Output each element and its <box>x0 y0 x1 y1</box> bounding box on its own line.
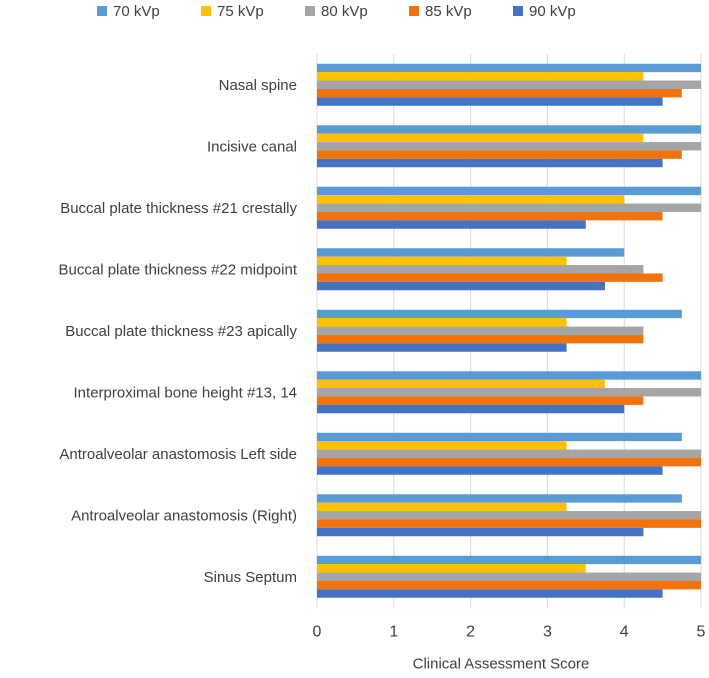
bar-buccal-plate-thickness-23-apically-90-kvp <box>317 343 567 352</box>
bar-interproximal-bone-height-13-14-85-kvp <box>317 396 644 405</box>
legend-item-85-kvp: 85 kVp <box>409 3 472 20</box>
bar-sinus-septum-85-kvp <box>317 580 701 590</box>
bar-antroalveolar-anastomosis-left-side-70-kvp <box>317 432 682 442</box>
x-tick-label-3: 3 <box>543 624 552 641</box>
x-tick-label-1: 1 <box>389 624 398 641</box>
legend: 70 kVp 75 kVp 80 kVp 85 kVp 90 kVp <box>97 3 576 20</box>
bar-interproximal-bone-height-13-14-80-kvp <box>317 388 701 397</box>
category-label-sinus-septum: Sinus Septum <box>204 569 297 586</box>
x-tick-labels: 0 1 2 3 4 5 <box>313 624 706 641</box>
bar-buccal-plate-thickness-21-crestally-85-kvp <box>317 211 663 221</box>
bar-nasal-spine-90-kvp <box>317 97 663 106</box>
category-label-interproximal-bone-height-13-14: Interproximal bone height #13, 14 <box>74 384 297 401</box>
legend-label-80-kvp: 80 kVp <box>321 3 368 20</box>
bar-antroalveolar-anastomosis-left-side-90-kvp <box>317 466 663 475</box>
bar-buccal-plate-thickness-23-apically-85-kvp <box>317 334 644 344</box>
bars <box>317 63 701 598</box>
bar-buccal-plate-thickness-22-midpoint-90-kvp <box>317 281 605 291</box>
x-tick-label-2: 2 <box>466 624 475 641</box>
category-label-antroalveolar-anastomosis-right: Antroalveolar anastomosis (Right) <box>71 507 297 524</box>
bar-buccal-plate-thickness-22-midpoint-80-kvp <box>317 265 644 274</box>
legend-swatch-70-kvp <box>97 6 107 16</box>
category-label-antroalveolar-anastomosis-left-side: Antroalveolar anastomosis Left side <box>59 446 297 463</box>
category-label-buccal-plate-thickness-21-crestally: Buccal plate thickness #21 crestally <box>60 200 297 217</box>
bar-nasal-spine-80-kvp <box>317 80 701 89</box>
legend-item-80-kvp: 80 kVp <box>305 3 368 20</box>
bar-incisive-canal-80-kvp <box>317 142 701 151</box>
bar-interproximal-bone-height-13-14-75-kvp <box>317 379 605 389</box>
bar-buccal-plate-thickness-21-crestally-70-kvp <box>317 186 701 196</box>
category-label-buccal-plate-thickness-23-apically: Buccal plate thickness #23 apically <box>65 323 297 340</box>
legend-swatch-90-kvp <box>513 6 523 16</box>
legend-item-75-kvp: 75 kVp <box>201 3 264 20</box>
legend-label-90-kvp: 90 kVp <box>529 3 576 20</box>
bar-buccal-plate-thickness-21-crestally-75-kvp <box>317 195 625 204</box>
bar-nasal-spine-85-kvp <box>317 88 682 98</box>
bar-incisive-canal-85-kvp <box>317 150 682 159</box>
bar-buccal-plate-thickness-22-midpoint-75-kvp <box>317 256 567 266</box>
x-axis-title: Clinical Assessment Score <box>413 656 590 673</box>
bar-incisive-canal-70-kvp <box>317 125 701 134</box>
legend-label-75-kvp: 75 kVp <box>217 3 264 20</box>
bar-buccal-plate-thickness-22-midpoint-85-kvp <box>317 273 663 282</box>
bar-interproximal-bone-height-13-14-90-kvp <box>317 404 625 414</box>
category-label-incisive-canal: Incisive canal <box>207 138 297 155</box>
bar-nasal-spine-70-kvp <box>317 63 701 73</box>
x-tick-label-5: 5 <box>697 624 706 641</box>
legend-swatch-85-kvp <box>409 6 419 16</box>
bar-incisive-canal-75-kvp <box>317 133 644 143</box>
bar-antroalveolar-anastomosis-right-70-kvp <box>317 494 682 503</box>
bar-antroalveolar-anastomosis-right-90-kvp <box>317 527 644 537</box>
category-label-buccal-plate-thickness-22-midpoint: Buccal plate thickness #22 midpoint <box>59 261 298 278</box>
bar-antroalveolar-anastomosis-right-75-kvp <box>317 502 567 512</box>
bar-buccal-plate-thickness-21-crestally-90-kvp <box>317 220 586 229</box>
bar-buccal-plate-thickness-23-apically-80-kvp <box>317 326 644 335</box>
category-labels: Nasal spine Incisive canal Buccal plate th… <box>59 77 298 586</box>
bar-buccal-plate-thickness-23-apically-70-kvp <box>317 309 682 319</box>
bar-antroalveolar-anastomosis-right-80-kvp <box>317 511 701 520</box>
bar-buccal-plate-thickness-22-midpoint-70-kvp <box>317 248 625 257</box>
legend-swatch-80-kvp <box>305 6 315 16</box>
bar-sinus-septum-80-kvp <box>317 572 701 581</box>
bar-antroalveolar-anastomosis-right-85-kvp <box>317 519 701 528</box>
legend-swatch-75-kvp <box>201 6 211 16</box>
legend-label-70-kvp: 70 kVp <box>113 3 160 20</box>
bar-interproximal-bone-height-13-14-70-kvp <box>317 371 701 380</box>
x-tick-label-0: 0 <box>313 624 322 641</box>
bar-antroalveolar-anastomosis-left-side-85-kvp <box>317 457 701 467</box>
bar-sinus-septum-90-kvp <box>317 589 663 598</box>
bar-buccal-plate-thickness-21-crestally-80-kvp <box>317 203 701 212</box>
bar-sinus-septum-70-kvp <box>317 555 701 565</box>
legend-label-85-kvp: 85 kVp <box>425 3 472 20</box>
legend-item-90-kvp: 90 kVp <box>513 3 576 20</box>
x-tick-label-4: 4 <box>620 624 629 641</box>
legend-item-70-kvp: 70 kVp <box>97 3 160 20</box>
bar-antroalveolar-anastomosis-left-side-75-kvp <box>317 441 567 450</box>
category-label-nasal-spine: Nasal spine <box>219 77 297 94</box>
bar-antroalveolar-anastomosis-left-side-80-kvp <box>317 449 701 458</box>
bar-buccal-plate-thickness-23-apically-75-kvp <box>317 318 567 327</box>
bar-sinus-septum-75-kvp <box>317 564 586 573</box>
bar-nasal-spine-75-kvp <box>317 72 644 81</box>
bar-incisive-canal-90-kvp <box>317 158 663 168</box>
